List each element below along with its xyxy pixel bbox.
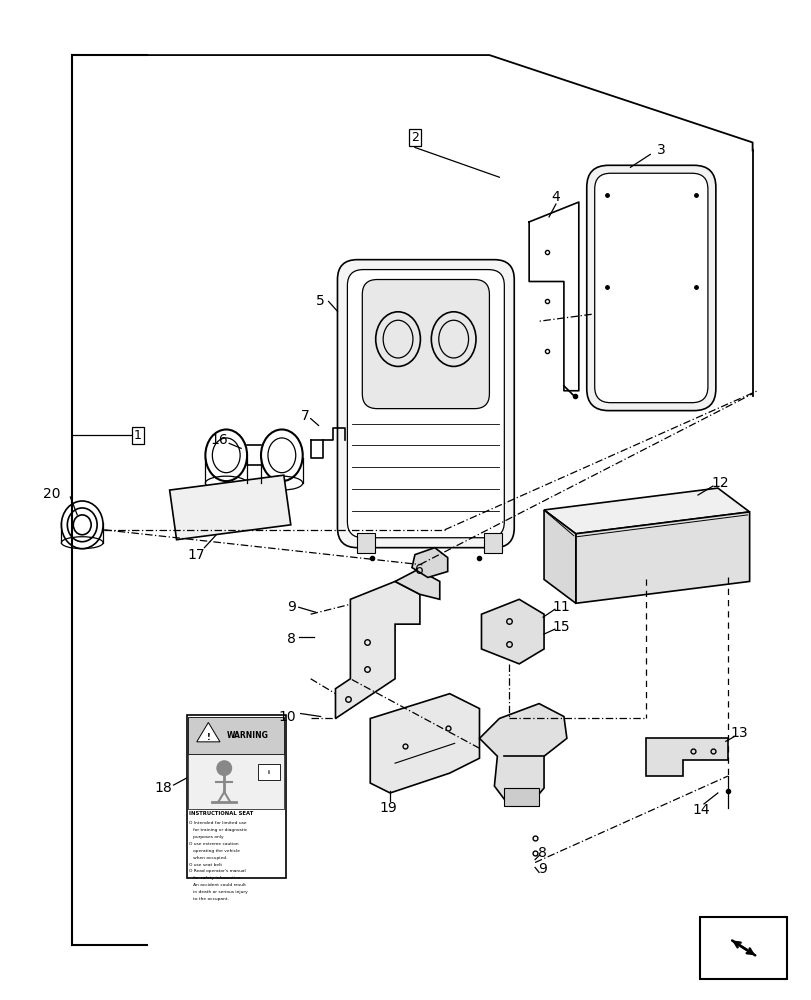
Bar xyxy=(187,715,285,878)
Bar xyxy=(258,764,280,780)
Text: 8: 8 xyxy=(286,632,295,646)
Text: O use seat belt: O use seat belt xyxy=(189,863,222,867)
Text: An accident could result: An accident could result xyxy=(189,883,247,887)
Text: 5: 5 xyxy=(315,294,324,308)
Text: i: i xyxy=(268,770,269,775)
Text: 10: 10 xyxy=(278,710,295,724)
Text: 6: 6 xyxy=(415,563,424,577)
Bar xyxy=(484,533,502,553)
Text: INSTRUCTIONAL SEAT: INSTRUCTIONAL SEAT xyxy=(189,811,253,816)
Text: 9: 9 xyxy=(286,600,295,614)
Polygon shape xyxy=(543,510,575,603)
Bar xyxy=(357,533,375,553)
Text: O use extreme caution: O use extreme caution xyxy=(189,842,238,846)
Text: purposes only: purposes only xyxy=(189,835,224,839)
Polygon shape xyxy=(575,512,749,603)
Bar xyxy=(504,788,539,806)
Text: to the occupant.: to the occupant. xyxy=(189,897,229,901)
Text: 4: 4 xyxy=(551,190,560,204)
Polygon shape xyxy=(479,704,566,806)
Text: O Intended for limited use: O Intended for limited use xyxy=(189,821,247,825)
Text: 16: 16 xyxy=(210,433,228,447)
Text: operating the vehicle: operating the vehicle xyxy=(189,849,240,853)
Polygon shape xyxy=(411,548,447,577)
Text: 9: 9 xyxy=(537,862,546,876)
Polygon shape xyxy=(481,599,543,664)
FancyBboxPatch shape xyxy=(362,280,489,409)
Text: when occupied.: when occupied. xyxy=(189,856,228,860)
Polygon shape xyxy=(395,570,440,599)
FancyBboxPatch shape xyxy=(594,173,707,403)
FancyBboxPatch shape xyxy=(347,270,504,538)
Text: in death or serious injury: in death or serious injury xyxy=(189,890,248,894)
Polygon shape xyxy=(646,738,727,776)
Text: 11: 11 xyxy=(551,600,569,614)
Text: 12: 12 xyxy=(710,476,727,490)
Text: 8: 8 xyxy=(537,846,546,860)
Text: 15: 15 xyxy=(551,620,569,634)
Text: !: ! xyxy=(206,733,210,742)
Polygon shape xyxy=(169,475,290,540)
Polygon shape xyxy=(543,488,749,534)
Text: 2: 2 xyxy=(410,131,418,144)
Polygon shape xyxy=(335,581,419,718)
Circle shape xyxy=(216,760,232,776)
FancyBboxPatch shape xyxy=(586,165,715,411)
Text: O Read operator's manual: O Read operator's manual xyxy=(189,869,246,873)
Polygon shape xyxy=(196,722,220,742)
Text: for training or diagnostic: for training or diagnostic xyxy=(189,828,247,832)
Text: 14: 14 xyxy=(691,803,709,817)
Text: 3: 3 xyxy=(656,143,665,157)
Text: WARNING: WARNING xyxy=(227,731,268,740)
Text: 20: 20 xyxy=(43,487,60,501)
FancyBboxPatch shape xyxy=(699,917,787,979)
Text: 13: 13 xyxy=(730,726,748,740)
Text: 19: 19 xyxy=(379,801,397,815)
FancyBboxPatch shape xyxy=(337,260,513,548)
Polygon shape xyxy=(370,694,479,793)
Text: 1: 1 xyxy=(134,429,142,442)
Text: 7: 7 xyxy=(301,409,310,423)
Bar xyxy=(188,754,284,809)
Bar xyxy=(188,717,284,754)
Text: for safety information.: for safety information. xyxy=(189,876,242,880)
Text: 17: 17 xyxy=(187,548,205,562)
Text: 18: 18 xyxy=(155,781,172,795)
